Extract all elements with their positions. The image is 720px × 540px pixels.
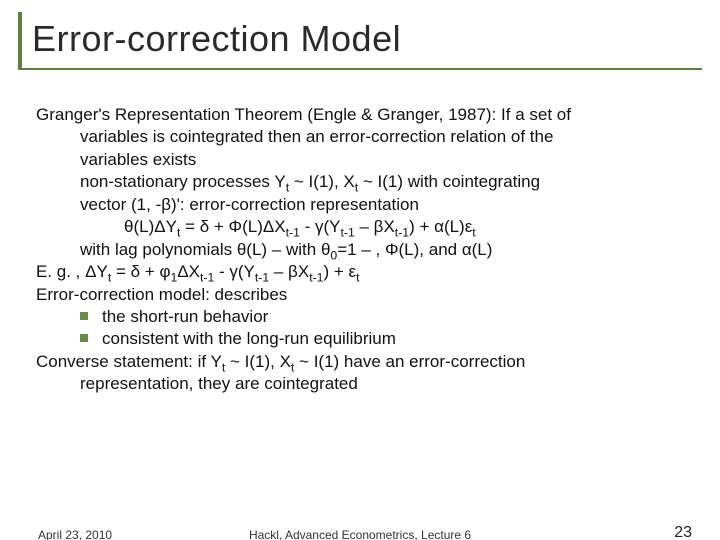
text: ~ I(1) with cointegrating [358, 172, 540, 191]
line-2: variables is cointegrated then an error-… [80, 126, 684, 148]
text: – βX [269, 262, 309, 281]
text: = δ + Φ(L)ΔX [180, 217, 285, 236]
line-4: non-stationary processes Yt ~ I(1), Xt ~… [80, 171, 684, 193]
square-bullet-icon [80, 312, 88, 320]
bullet-text: the short-run behavior [102, 306, 268, 328]
bullet-item-1: the short-run behavior [80, 306, 684, 328]
line-10: Converse statement: if Yt ~ I(1), Xt ~ I… [36, 351, 684, 373]
square-bullet-icon [80, 334, 88, 342]
bullet-item-2: consistent with the long-run equilibrium [80, 328, 684, 350]
title-container: Error-correction Model [18, 12, 702, 70]
line-6-equation: θ(L)ΔYt = δ + Φ(L)ΔXt-1 - γ(Yt-1 – βXt-1… [124, 216, 684, 238]
text: ΔX [177, 262, 200, 281]
subscript: t-1 [309, 270, 323, 284]
line-11: representation, they are cointegrated [80, 373, 684, 395]
subscript: t-1 [200, 270, 214, 284]
footer-center: Hackl, Advanced Econometrics, Lecture 6 [0, 528, 720, 540]
line-5: vector (1, -β)': error-correction repres… [80, 194, 684, 216]
slide-title: Error-correction Model [32, 18, 702, 60]
subscript: t-1 [395, 226, 409, 240]
text: ~ I(1) have an error-correction [294, 352, 525, 371]
text: =1 – , Φ(L), and α(L) [337, 240, 492, 259]
text: - γ(Y [214, 262, 255, 281]
text: ) + α(L)ε [409, 217, 472, 236]
subscript: t [356, 270, 359, 284]
text: - γ(Y [300, 217, 341, 236]
text: E. g. , ΔY [36, 262, 108, 281]
subscript: t-1 [340, 226, 354, 240]
subscript: t-1 [255, 270, 269, 284]
line-8-equation: E. g. , ΔYt = δ + φ1ΔXt-1 - γ(Yt-1 – βXt… [36, 261, 684, 283]
text: = δ + φ [111, 262, 170, 281]
line-7: with lag polynomials θ(L) – with θ0=1 – … [80, 239, 684, 261]
line-9: Error-correction model: describes [36, 284, 684, 306]
text: ) + ε [323, 262, 356, 281]
text: non-stationary processes Y [80, 172, 286, 191]
slide-footer: Hackl, Advanced Econometrics, Lecture 6 … [0, 524, 720, 540]
text: Converse statement: if Y [36, 352, 222, 371]
subscript: t-1 [286, 226, 300, 240]
subscript: t [472, 226, 475, 240]
line-1: Granger's Representation Theorem (Engle … [36, 104, 684, 126]
bullet-text: consistent with the long-run equilibrium [102, 328, 396, 350]
slide: Error-correction Model Granger's Represe… [0, 12, 720, 540]
slide-body: Granger's Representation Theorem (Engle … [0, 70, 720, 396]
text: – βX [355, 217, 395, 236]
text: ~ I(1), X [289, 172, 355, 191]
text: θ(L)ΔY [124, 217, 177, 236]
line-3: variables exists [80, 149, 684, 171]
text: with lag polynomials θ(L) – with θ [80, 240, 330, 259]
text: ~ I(1), X [225, 352, 291, 371]
